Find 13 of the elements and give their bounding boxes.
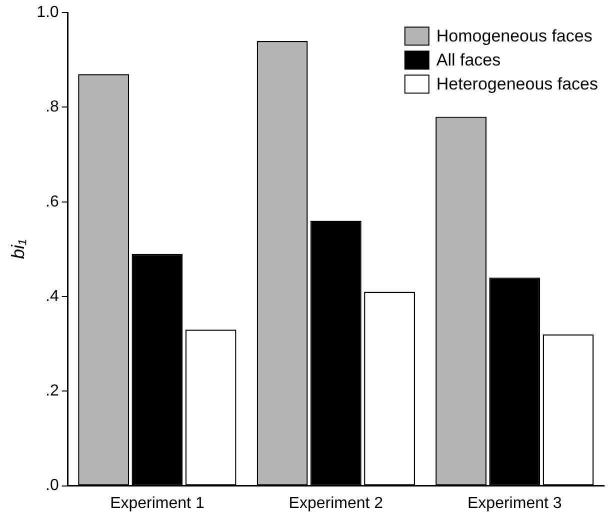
legend-label: Heterogeneous faces (436, 74, 598, 94)
y-tick-label: .6 (46, 193, 59, 210)
y-tick-label: .8 (46, 98, 59, 116)
legend-label: Homogeneous faces (436, 26, 592, 46)
y-axis-title: bi₁ (8, 239, 28, 260)
legend-label: All faces (436, 50, 501, 70)
x-tick-label: Experiment 1 (110, 494, 204, 512)
y-tick-label: .2 (46, 382, 59, 400)
x-tick-label: Experiment 3 (468, 494, 562, 512)
y-tick-label: 1.0 (36, 4, 59, 22)
y-tick-label: .4 (46, 288, 59, 305)
x-tick-label: Experiment 2 (288, 494, 384, 512)
y-tick-label: .0 (46, 477, 59, 494)
